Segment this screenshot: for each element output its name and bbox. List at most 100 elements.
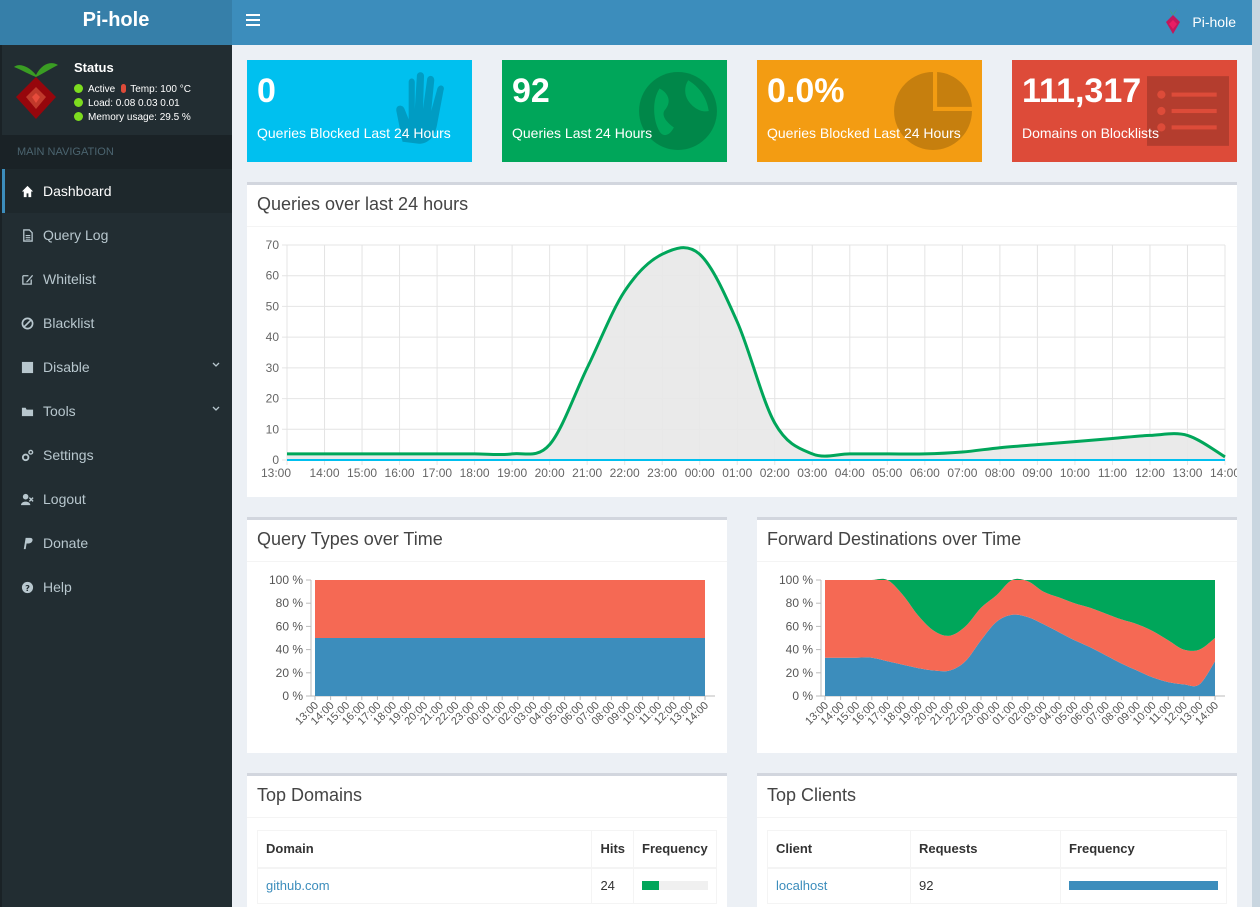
frequency-bar-fill (642, 881, 659, 891)
box-title: Top Clients (757, 776, 1237, 818)
box-title: Top Domains (247, 776, 727, 818)
frequency-bar (642, 881, 708, 891)
column-header-frequency[interactable]: Frequency (1060, 830, 1227, 869)
sidebar-item-label: Settings (43, 447, 94, 463)
x-tick-label: 13:00 (1172, 466, 1202, 480)
x-tick-label: 00:00 (685, 466, 715, 480)
box-title: Forward Destinations over Time (757, 520, 1237, 562)
paypal-icon (20, 536, 34, 550)
status-lines: Active Temp: 100 °C Load: 0.08 0.03 0.01 … (74, 83, 191, 125)
sidebar-item-label: Blacklist (43, 315, 95, 331)
x-tick-label: 09:00 (1022, 466, 1052, 480)
series-area (315, 580, 705, 638)
top-clients-table: Client Requests Frequency localhost 92 (767, 830, 1227, 904)
stat-box-percent: 0.0% Queries Blocked Last 24 Hours (757, 60, 982, 162)
sidebar-item-tools[interactable]: Tools (2, 389, 232, 433)
stat-box-queries: 92 Queries Last 24 Hours (502, 60, 727, 162)
edit-icon (20, 272, 34, 286)
x-tick-label: 19:00 (497, 466, 527, 480)
file-icon (20, 228, 34, 242)
x-tick-label: 05:00 (872, 466, 902, 480)
y-tick-label: 100 % (779, 573, 813, 587)
column-header-requests[interactable]: Requests (910, 830, 1061, 869)
stat-label: Queries Blocked Last 24 Hours (257, 125, 451, 141)
y-tick-label: 80 % (276, 596, 304, 610)
window-scrollbar[interactable] (1252, 0, 1260, 907)
queries-24h-box: Queries over last 24 hours 13:00 14:00 15:… (247, 182, 1237, 497)
y-tick-label: 20 % (276, 666, 304, 680)
y-tick-label: 40 (266, 330, 280, 344)
sidebar-item-label: Dashboard (43, 183, 112, 199)
sidebar-item-whitelist[interactable]: Whitelist (2, 257, 232, 301)
column-header-frequency[interactable]: Frequency (633, 830, 717, 869)
series-line (286, 246, 1226, 459)
x-tick-label: 16:00 (385, 466, 415, 480)
stat-value: 0.0% (767, 72, 845, 110)
sidebar-item-dashboard[interactable]: Dashboard (2, 169, 232, 213)
app-logo[interactable]: Pi-hole (0, 0, 232, 45)
sidebar-item-settings[interactable]: Settings (2, 433, 232, 477)
client-link[interactable]: localhost (776, 878, 828, 894)
y-tick-label: 30 (266, 361, 280, 375)
sidebar-item-help[interactable]: ? Help (2, 565, 232, 609)
sidebar-item-logout[interactable]: Logout (2, 477, 232, 521)
sidebar-item-label: Help (43, 579, 72, 595)
user-times-icon (20, 492, 34, 506)
sidebar-item-label: Tools (43, 403, 76, 419)
x-tick-label: 11:00 (1098, 466, 1127, 480)
stat-label: Queries Blocked Last 24 Hours (767, 125, 961, 141)
gears-icon (20, 448, 34, 462)
x-tick-label: 02:00 (760, 466, 790, 480)
stat-box-blocklist: 111,317 Domains on Blocklists (1012, 60, 1237, 162)
y-tick-label: 60 (266, 269, 280, 283)
question-icon: ? (20, 580, 34, 594)
stat-box-blocked: 0 Queries Blocked Last 24 Hours (247, 60, 472, 162)
x-tick-label: 08:00 (985, 466, 1015, 480)
x-tick-label: 20:00 (535, 466, 565, 480)
column-header-domain[interactable]: Domain (256, 830, 593, 869)
x-tick-label: 23:00 (647, 466, 677, 480)
series-area (825, 578, 1215, 687)
status-temp: Temp: 100 °C (130, 84, 191, 95)
chevron-down-icon (212, 406, 220, 411)
forward-destinations-chart: 0 %20 %40 %60 %80 %100 %13:0014:0015:001… (779, 573, 1225, 728)
sidebar-toggle-icon[interactable] (246, 11, 260, 31)
status-active-icon (74, 84, 83, 93)
hits-value: 24 (591, 867, 634, 904)
ban-icon (20, 316, 34, 330)
y-tick-label: 50 (266, 299, 280, 313)
sidebar-item-disable[interactable]: Disable (2, 345, 232, 389)
series-area (825, 614, 1215, 696)
query-types-chart: 0 %20 %40 %60 %80 %100 %13:0014:0015:001… (269, 573, 715, 728)
sidebar-item-blacklist[interactable]: Blacklist (2, 301, 232, 345)
series-area (825, 578, 1215, 651)
series-area (287, 247, 1225, 460)
folder-icon (20, 404, 34, 418)
x-tick-label: 01:00 (722, 466, 752, 480)
x-tick-label: 10:00 (1060, 466, 1090, 480)
column-header-client[interactable]: Client (767, 830, 911, 869)
nav-header: MAIN NAVIGATION (2, 135, 232, 169)
x-tick-label: 17:00 (422, 466, 452, 480)
stat-label: Queries Last 24 Hours (512, 125, 653, 141)
table-row: localhost 92 (767, 867, 1227, 904)
pie-chart-icon (894, 72, 972, 150)
x-tick-label: 06:00 (910, 466, 940, 480)
status-memory: Memory usage: 29.5 % (88, 112, 191, 123)
domain-link[interactable]: github.com (266, 878, 330, 894)
status-title: Status (74, 60, 114, 75)
column-header-hits[interactable]: Hits (591, 830, 634, 869)
y-tick-label: 40 % (276, 643, 304, 657)
stat-label: Domains on Blocklists (1022, 125, 1159, 141)
sidebar-item-label: Logout (43, 491, 86, 507)
top-brand[interactable]: Pi-hole (1162, 8, 1236, 36)
status-active: Active (88, 84, 116, 95)
y-tick-label: 10 (266, 422, 280, 436)
x-tick-label: 18:00 (460, 466, 490, 480)
sidebar-item-donate[interactable]: Donate (2, 521, 232, 565)
sidebar-item-query-log[interactable]: Query Log (2, 213, 232, 257)
raspberry-icon (1166, 9, 1181, 34)
pihole-logo-icon (14, 63, 58, 119)
y-tick-label: 60 % (276, 619, 304, 633)
status-load: Load: 0.08 0.03 0.01 (88, 98, 180, 109)
